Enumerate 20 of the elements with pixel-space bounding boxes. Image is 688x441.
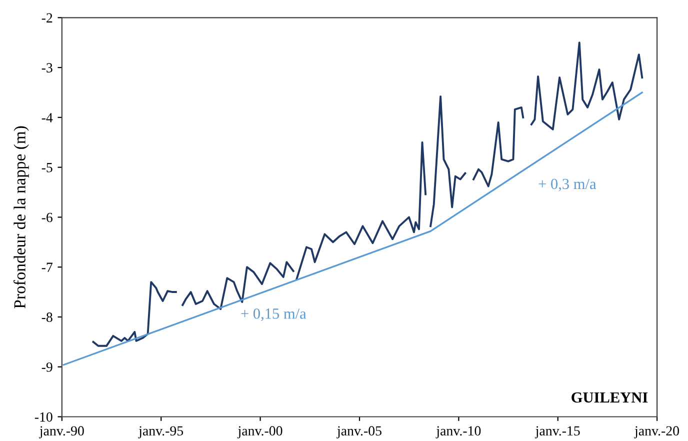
x-tick-label: janv.-20 [634,426,680,438]
x-tick-label: janv.-10 [436,426,481,438]
y-tick-label: -7 [42,262,52,272]
annotation: + 0,15 m/a [241,308,306,321]
y-tick-label: -4 [42,113,53,122]
y-tick-label: -8 [42,312,52,322]
x-tick-label: janv.-15 [534,426,580,438]
y-tick-label: -9 [42,362,52,372]
y-axis-title: Profondeur de la nappe (m) [14,126,29,308]
y-tick-label: -6 [42,212,52,222]
x-tick-label: janv.-95 [138,426,184,438]
y-tick-label: -5 [42,163,52,172]
annotation: + 0,3 m/a [538,178,596,192]
x-tick-label: janv.-90 [39,426,84,438]
y-tick-label: -10 [34,412,52,422]
y-tick-label: -3 [42,63,52,72]
x-tick-label: janv.-05 [336,426,382,438]
x-tick-label: janv.-00 [237,426,282,438]
y-tick-label: -2 [42,13,52,22]
annotation: GUILEYNI [572,392,648,403]
